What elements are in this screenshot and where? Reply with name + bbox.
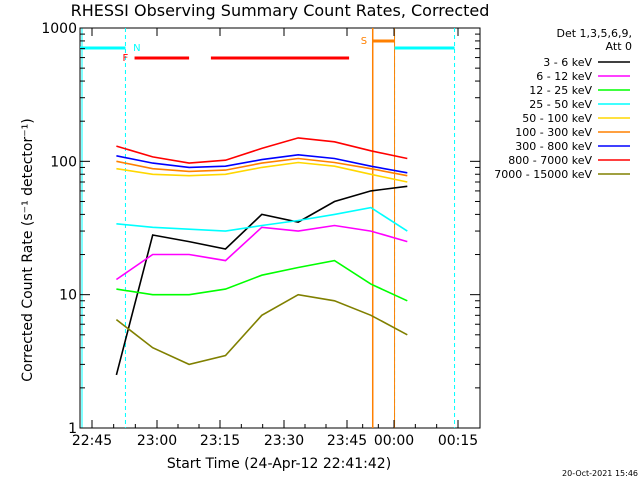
- y-tick-label: 100: [50, 154, 77, 170]
- plot-border: [79, 27, 481, 429]
- series-layer: [115, 137, 408, 376]
- flag-markers: NF S: [80, 28, 456, 428]
- footer-date: 20-Oct-2021 15:46: [562, 469, 638, 478]
- legend-label: 6 - 12 keV: [536, 70, 592, 83]
- legend-label: 3 - 6 keV: [543, 56, 592, 69]
- y-tick-label: 1: [68, 421, 77, 437]
- legend-label: 100 - 300 keV: [515, 126, 592, 139]
- series-line-25-50-kev: [116, 206, 408, 232]
- legend-label: 800 - 7000 keV: [508, 154, 592, 167]
- x-tick-label: 00:15: [438, 433, 478, 449]
- y-tick-label: 10: [59, 288, 77, 304]
- series-line-100-300-kev: [116, 157, 408, 177]
- legend-header-2: Att 0: [606, 40, 632, 53]
- x-tick-label: 23:30: [264, 433, 304, 449]
- y-axis-label: Corrected Count Rate (s⁻¹ detector⁻¹): [20, 118, 36, 381]
- legend-label: 7000 - 15000 keV: [494, 168, 592, 181]
- series-line-7000-15000-kev: [115, 293, 408, 366]
- chart-title: RHESSI Observing Summary Count Rates, Co…: [71, 1, 490, 20]
- x-tick-label: 22:45: [72, 433, 112, 449]
- x-tick-label: 23:15: [200, 433, 240, 449]
- flag-label-s: S: [361, 36, 367, 47]
- flag-label-n: N: [133, 43, 140, 54]
- series-line-800-7000-kev: [116, 137, 408, 164]
- legend-label: 300 - 800 keV: [515, 140, 592, 153]
- legend-header-1: Det 1,3,5,6,9,: [556, 27, 632, 40]
- legend-label: 25 - 50 keV: [529, 98, 592, 111]
- axes: 22:45 23:00 23:15 23:30 23:45 00:00 00:15 1 10 10…: [41, 21, 480, 449]
- series-line-300-800-kev: [116, 153, 408, 174]
- series-line-6-12-kev: [115, 224, 408, 281]
- plot-area: [79, 27, 481, 429]
- legend-label: 12 - 25 keV: [529, 84, 592, 97]
- series-line-50-100-kev: [116, 161, 408, 183]
- series-line-12-25-kev: [116, 259, 408, 302]
- series-line-3-6-kev: [115, 185, 408, 376]
- flag-label-f: F: [123, 53, 129, 64]
- legend-label: 50 - 100 keV: [522, 112, 592, 125]
- x-axis-label: Start Time (24-Apr-12 22:41:42): [167, 456, 391, 472]
- x-tick-label: 23:00: [137, 433, 177, 449]
- x-tick-label: 23:45: [327, 433, 367, 449]
- x-tick-label: 00:00: [374, 433, 414, 449]
- y-tick-label: 1000: [41, 21, 77, 37]
